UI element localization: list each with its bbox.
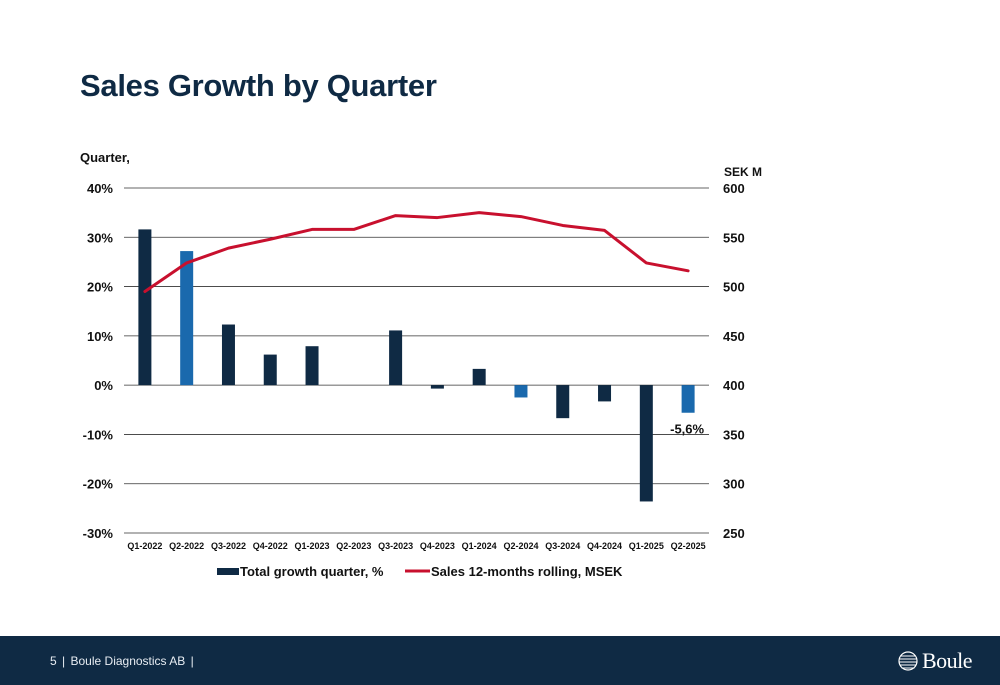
x-tick-label: Q1-2023 bbox=[295, 541, 330, 551]
y-right-tick-label: 450 bbox=[723, 329, 745, 344]
bar-series bbox=[138, 229, 695, 502]
bar bbox=[598, 385, 612, 402]
bar bbox=[221, 324, 235, 386]
bar bbox=[305, 346, 319, 386]
y-right-tick-label: 350 bbox=[723, 427, 745, 442]
footer-separator: | bbox=[62, 654, 66, 668]
y-left-axis-title: Quarter, bbox=[80, 150, 130, 165]
x-tick-label: Q2-2024 bbox=[503, 541, 538, 551]
bar bbox=[639, 385, 653, 502]
footer-separator: | bbox=[190, 654, 194, 668]
bar bbox=[681, 385, 695, 413]
y-right-tick-label: 500 bbox=[723, 280, 745, 295]
y-right-tick-label: 300 bbox=[723, 477, 745, 492]
line-series-sales bbox=[143, 211, 690, 293]
y-left-tick-label: -20% bbox=[83, 477, 114, 492]
y-right-tick-label: 400 bbox=[723, 378, 745, 393]
legend-swatch-bar bbox=[217, 568, 239, 575]
y-right-tick-label: 250 bbox=[723, 526, 745, 541]
bar bbox=[430, 385, 444, 389]
globe-icon bbox=[898, 651, 918, 671]
bar bbox=[180, 251, 194, 386]
bar bbox=[138, 229, 152, 386]
sales-growth-chart: -30% -20% -10% 0% 10% 20% 30% 40% 250 300 350 400 45… bbox=[80, 150, 762, 579]
y-left-tick-label: 20% bbox=[87, 280, 113, 295]
x-tick-label: Q3-2022 bbox=[211, 541, 246, 551]
legend-label-bar: Total growth quarter, % bbox=[240, 564, 384, 579]
y-right-tick-label: 600 bbox=[723, 181, 745, 196]
gridlines bbox=[124, 187, 709, 534]
x-tick-label: Q4-2022 bbox=[253, 541, 288, 551]
y-right-axis-title: SEK M bbox=[724, 165, 762, 179]
bar bbox=[514, 385, 528, 398]
footer-company: Boule Diagnostics AB bbox=[70, 654, 186, 668]
x-tick-label: Q2-2023 bbox=[336, 541, 371, 551]
y-left-tick-label: 10% bbox=[87, 329, 113, 344]
x-tick-label: Q3-2024 bbox=[545, 541, 580, 551]
bar bbox=[389, 330, 403, 386]
bar bbox=[472, 368, 486, 386]
legend-label-line: Sales 12-months rolling, MSEK bbox=[431, 564, 623, 579]
legend: Total growth quarter, % Sales 12-months r… bbox=[217, 564, 623, 579]
axes: -30% -20% -10% 0% 10% 20% 30% 40% 250 300 350 400 45… bbox=[80, 150, 762, 551]
footer-text: 5 | Boule Diagnostics AB | bbox=[50, 654, 196, 668]
boule-logo: Boule bbox=[898, 648, 973, 674]
page-number: 5 bbox=[50, 654, 57, 668]
y-left-tick-label: -30% bbox=[83, 526, 114, 541]
line-series bbox=[143, 211, 690, 293]
bar bbox=[263, 354, 277, 386]
y-left-tick-label: -10% bbox=[83, 427, 114, 442]
x-tick-label: Q4-2024 bbox=[587, 541, 622, 551]
footer-bar: 5 | Boule Diagnostics AB | Boule bbox=[0, 636, 1000, 685]
y-left-tick-label: 0% bbox=[94, 378, 113, 393]
x-tick-label: Q1-2024 bbox=[462, 541, 497, 551]
x-tick-label: Q2-2022 bbox=[169, 541, 204, 551]
x-tick-label: Q3-2023 bbox=[378, 541, 413, 551]
bar bbox=[556, 385, 570, 419]
y-left-tick-label: 30% bbox=[87, 230, 113, 245]
page-title: Sales Growth by Quarter bbox=[80, 68, 437, 103]
x-tick-label: Q2-2025 bbox=[671, 541, 706, 551]
y-left-tick-label: 40% bbox=[87, 181, 113, 196]
x-tick-label: Q1-2022 bbox=[127, 541, 162, 551]
y-right-tick-label: 550 bbox=[723, 230, 745, 245]
logo-text: Boule bbox=[921, 648, 973, 673]
data-label-annotation: -5,6% bbox=[670, 422, 704, 437]
x-tick-label: Q1-2025 bbox=[629, 541, 664, 551]
x-tick-label: Q4-2023 bbox=[420, 541, 455, 551]
